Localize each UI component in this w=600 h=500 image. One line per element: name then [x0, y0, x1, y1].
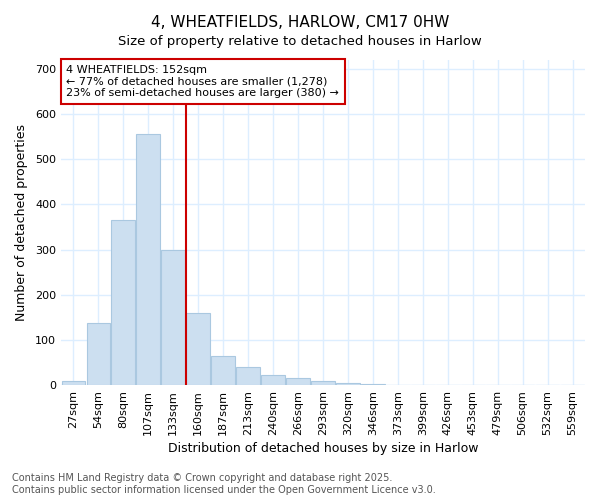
Bar [261, 375, 285, 385]
Bar [311, 380, 335, 385]
Text: Size of property relative to detached houses in Harlow: Size of property relative to detached ho… [118, 35, 482, 48]
Bar [161, 250, 185, 385]
Bar [336, 383, 360, 385]
Text: Contains HM Land Registry data © Crown copyright and database right 2025.
Contai: Contains HM Land Registry data © Crown c… [12, 474, 436, 495]
Bar [136, 134, 160, 385]
Bar [62, 380, 85, 385]
Bar [211, 356, 235, 385]
Bar [361, 384, 385, 385]
Bar [112, 220, 135, 385]
Y-axis label: Number of detached properties: Number of detached properties [15, 124, 28, 321]
Bar [187, 313, 210, 385]
Bar [236, 367, 260, 385]
Bar [86, 323, 110, 385]
Bar [286, 378, 310, 385]
X-axis label: Distribution of detached houses by size in Harlow: Distribution of detached houses by size … [168, 442, 478, 455]
Text: 4, WHEATFIELDS, HARLOW, CM17 0HW: 4, WHEATFIELDS, HARLOW, CM17 0HW [151, 15, 449, 30]
Text: 4 WHEATFIELDS: 152sqm
← 77% of detached houses are smaller (1,278)
23% of semi-d: 4 WHEATFIELDS: 152sqm ← 77% of detached … [66, 65, 339, 98]
